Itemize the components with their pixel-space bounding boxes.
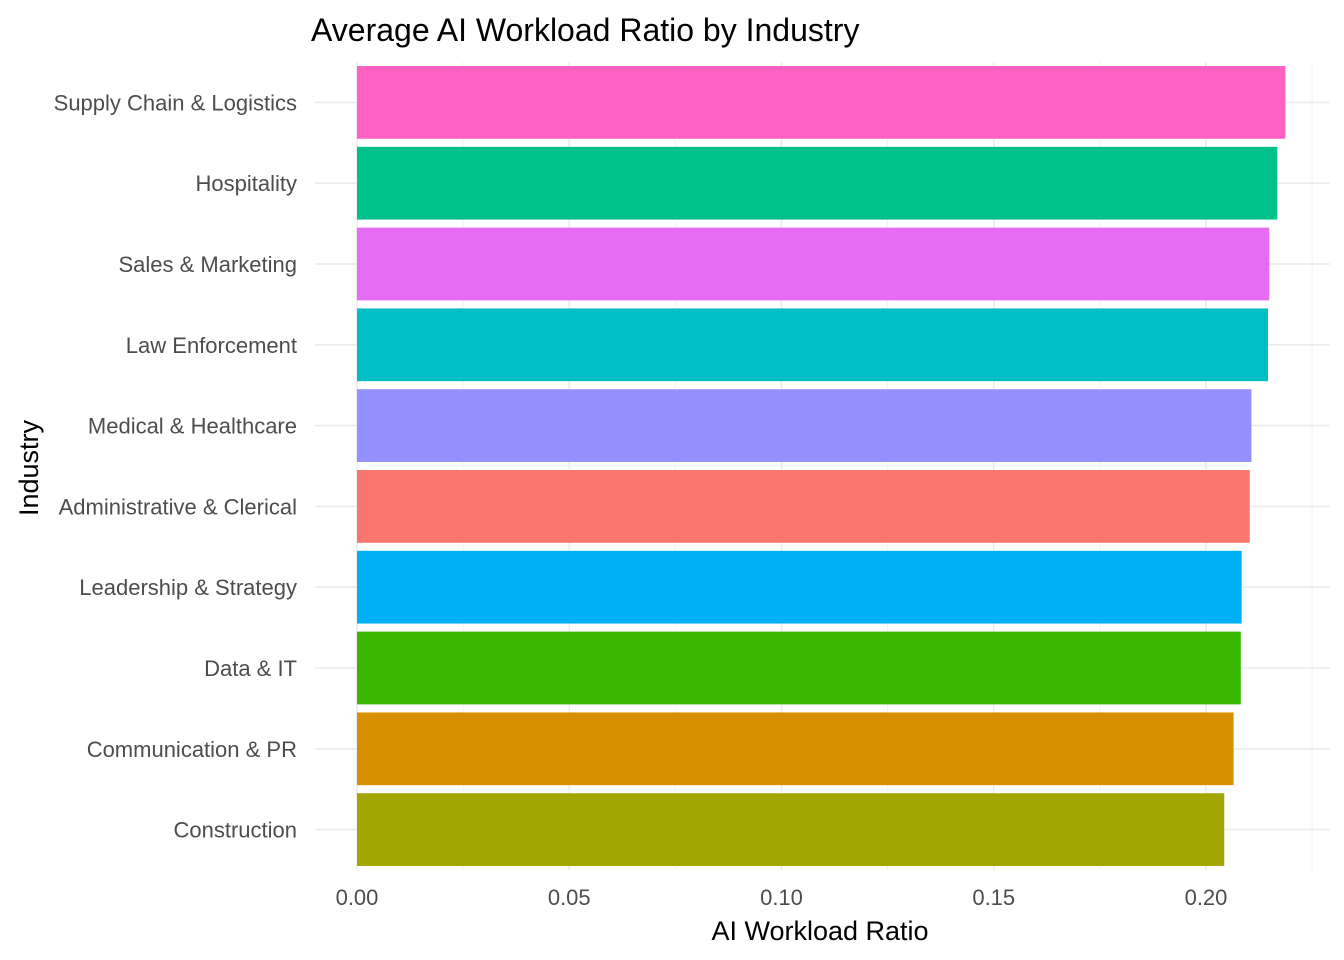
y-tick-label: Data & IT [204,656,297,681]
x-tick-labels: 0.00 0.05 0.10 0.15 0.20 [336,885,1228,910]
bar [357,631,1241,705]
x-tick-label: 0.05 [548,885,591,910]
x-tick-label: 0.00 [336,885,379,910]
bar [357,66,1286,139]
chart-title: Average AI Workload Ratio by Industry [311,12,859,48]
bar [357,389,1252,462]
y-tick-label: Sales & Marketing [118,252,297,277]
bar [357,227,1270,301]
bar [357,470,1250,543]
y-tick-label: Medical & Healthcare [88,414,297,439]
bars [357,66,1286,866]
y-tick-label: Construction [173,818,297,843]
y-tick-label: Supply Chain & Logistics [54,90,297,115]
bar [357,146,1278,220]
y-axis-title: Industry [14,419,44,516]
y-tick-label: Hospitality [196,171,297,196]
x-tick-label: 0.10 [760,885,803,910]
x-tick-label: 0.20 [1185,885,1228,910]
y-tick-label: Communication & PR [87,737,297,762]
bar [357,308,1268,382]
bar [357,550,1242,624]
y-tick-label: Administrative & Clerical [59,494,297,519]
y-tick-labels: Supply Chain & Logistics Hospitality Sales… [54,90,297,842]
bar [357,712,1234,786]
x-tick-label: 0.15 [972,885,1015,910]
y-tick-label: Leadership & Strategy [79,575,297,600]
y-tick-label: Law Enforcement [126,333,297,358]
x-axis-title: AI Workload Ratio [711,916,928,946]
bar [357,793,1225,866]
